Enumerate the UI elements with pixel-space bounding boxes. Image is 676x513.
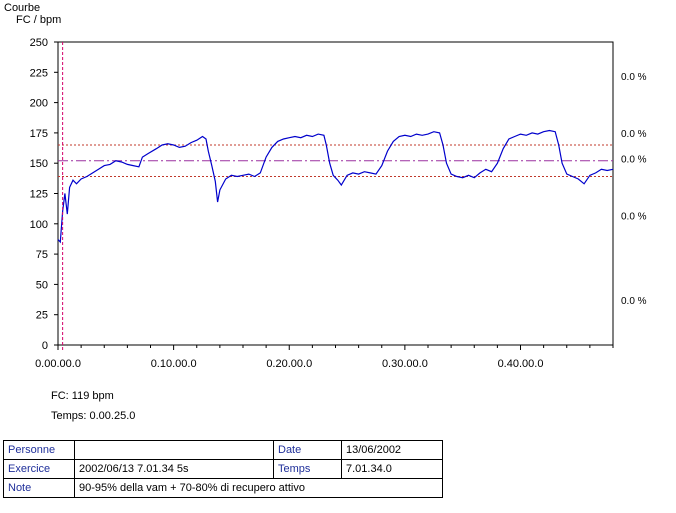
x-tick-label: 0.20.00.0 (266, 358, 312, 370)
session-info-table: Personne Date 13/06/2002 Exercice 2002/0… (3, 440, 443, 498)
note-label: Note (3, 478, 75, 498)
heart-rate-chart: Courbe FC / bpm 0 25 50 75 100 125 150 175 200 22… (4, 2, 647, 370)
reference-lines (58, 144, 613, 178)
date-value: 13/06/2002 (341, 440, 443, 460)
plot-area[interactable] (57, 41, 614, 346)
temps-label: Temps (273, 459, 342, 479)
time-readout: Temps: 0.00.25.0 (51, 410, 136, 422)
y-tick-label: 100 (30, 219, 48, 231)
heart-rate-line (57, 129, 614, 244)
date-label: Date (273, 440, 342, 460)
zone-percent-label: 0.0 % (621, 154, 647, 165)
y-tick-label: 175 (30, 128, 48, 140)
zone-percent-label: 0.0 % (621, 296, 647, 307)
y-tick-label: 225 (30, 67, 48, 79)
x-axis-ticks: 0.00.00.0 0.10.00.0 0.20.00.0 0.30.00.0 0.40… (35, 345, 614, 370)
zone-labels: 0.0 % 0.0 % 0.0 % 0.0 % 0.0 % (621, 72, 647, 307)
y-tick-label: 125 (30, 189, 48, 201)
personne-value (74, 440, 274, 460)
x-tick-label: 0.00.00.0 (35, 358, 81, 370)
x-tick-label: 0.30.00.0 (382, 358, 428, 370)
exercice-value: 2002/06/13 7.01.34 5s (74, 459, 274, 479)
y-tick-label: 150 (30, 158, 48, 170)
zone-percent-label: 0.0 % (621, 211, 647, 222)
series-group (57, 129, 614, 244)
x-tick-label: 0.40.00.0 (498, 358, 544, 370)
y-tick-label: 0 (42, 340, 48, 352)
y-tick-label: 50 (36, 279, 48, 291)
temps-value: 7.01.34.0 (341, 459, 443, 479)
y-axis-label: FC / bpm (16, 14, 61, 26)
y-tick-label: 250 (30, 37, 48, 49)
zone-percent-label: 0.0 % (621, 129, 647, 140)
y-tick-label: 25 (36, 310, 48, 322)
y-axis-ticks: 0 25 50 75 100 125 150 175 200 225 250 (30, 37, 58, 352)
x-tick-label: 0.10.00.0 (151, 358, 197, 370)
y-tick-label: 200 (30, 98, 48, 110)
chart-title: Courbe (4, 2, 40, 14)
fc-readout: FC: 119 bpm (51, 390, 114, 402)
personne-label: Personne (3, 440, 75, 460)
exercice-label: Exercice (3, 459, 75, 479)
y-tick-label: 75 (36, 249, 48, 261)
zone-percent-label: 0.0 % (621, 72, 647, 83)
note-value: 90-95% della vam + 70-80% di recupero at… (74, 478, 443, 498)
